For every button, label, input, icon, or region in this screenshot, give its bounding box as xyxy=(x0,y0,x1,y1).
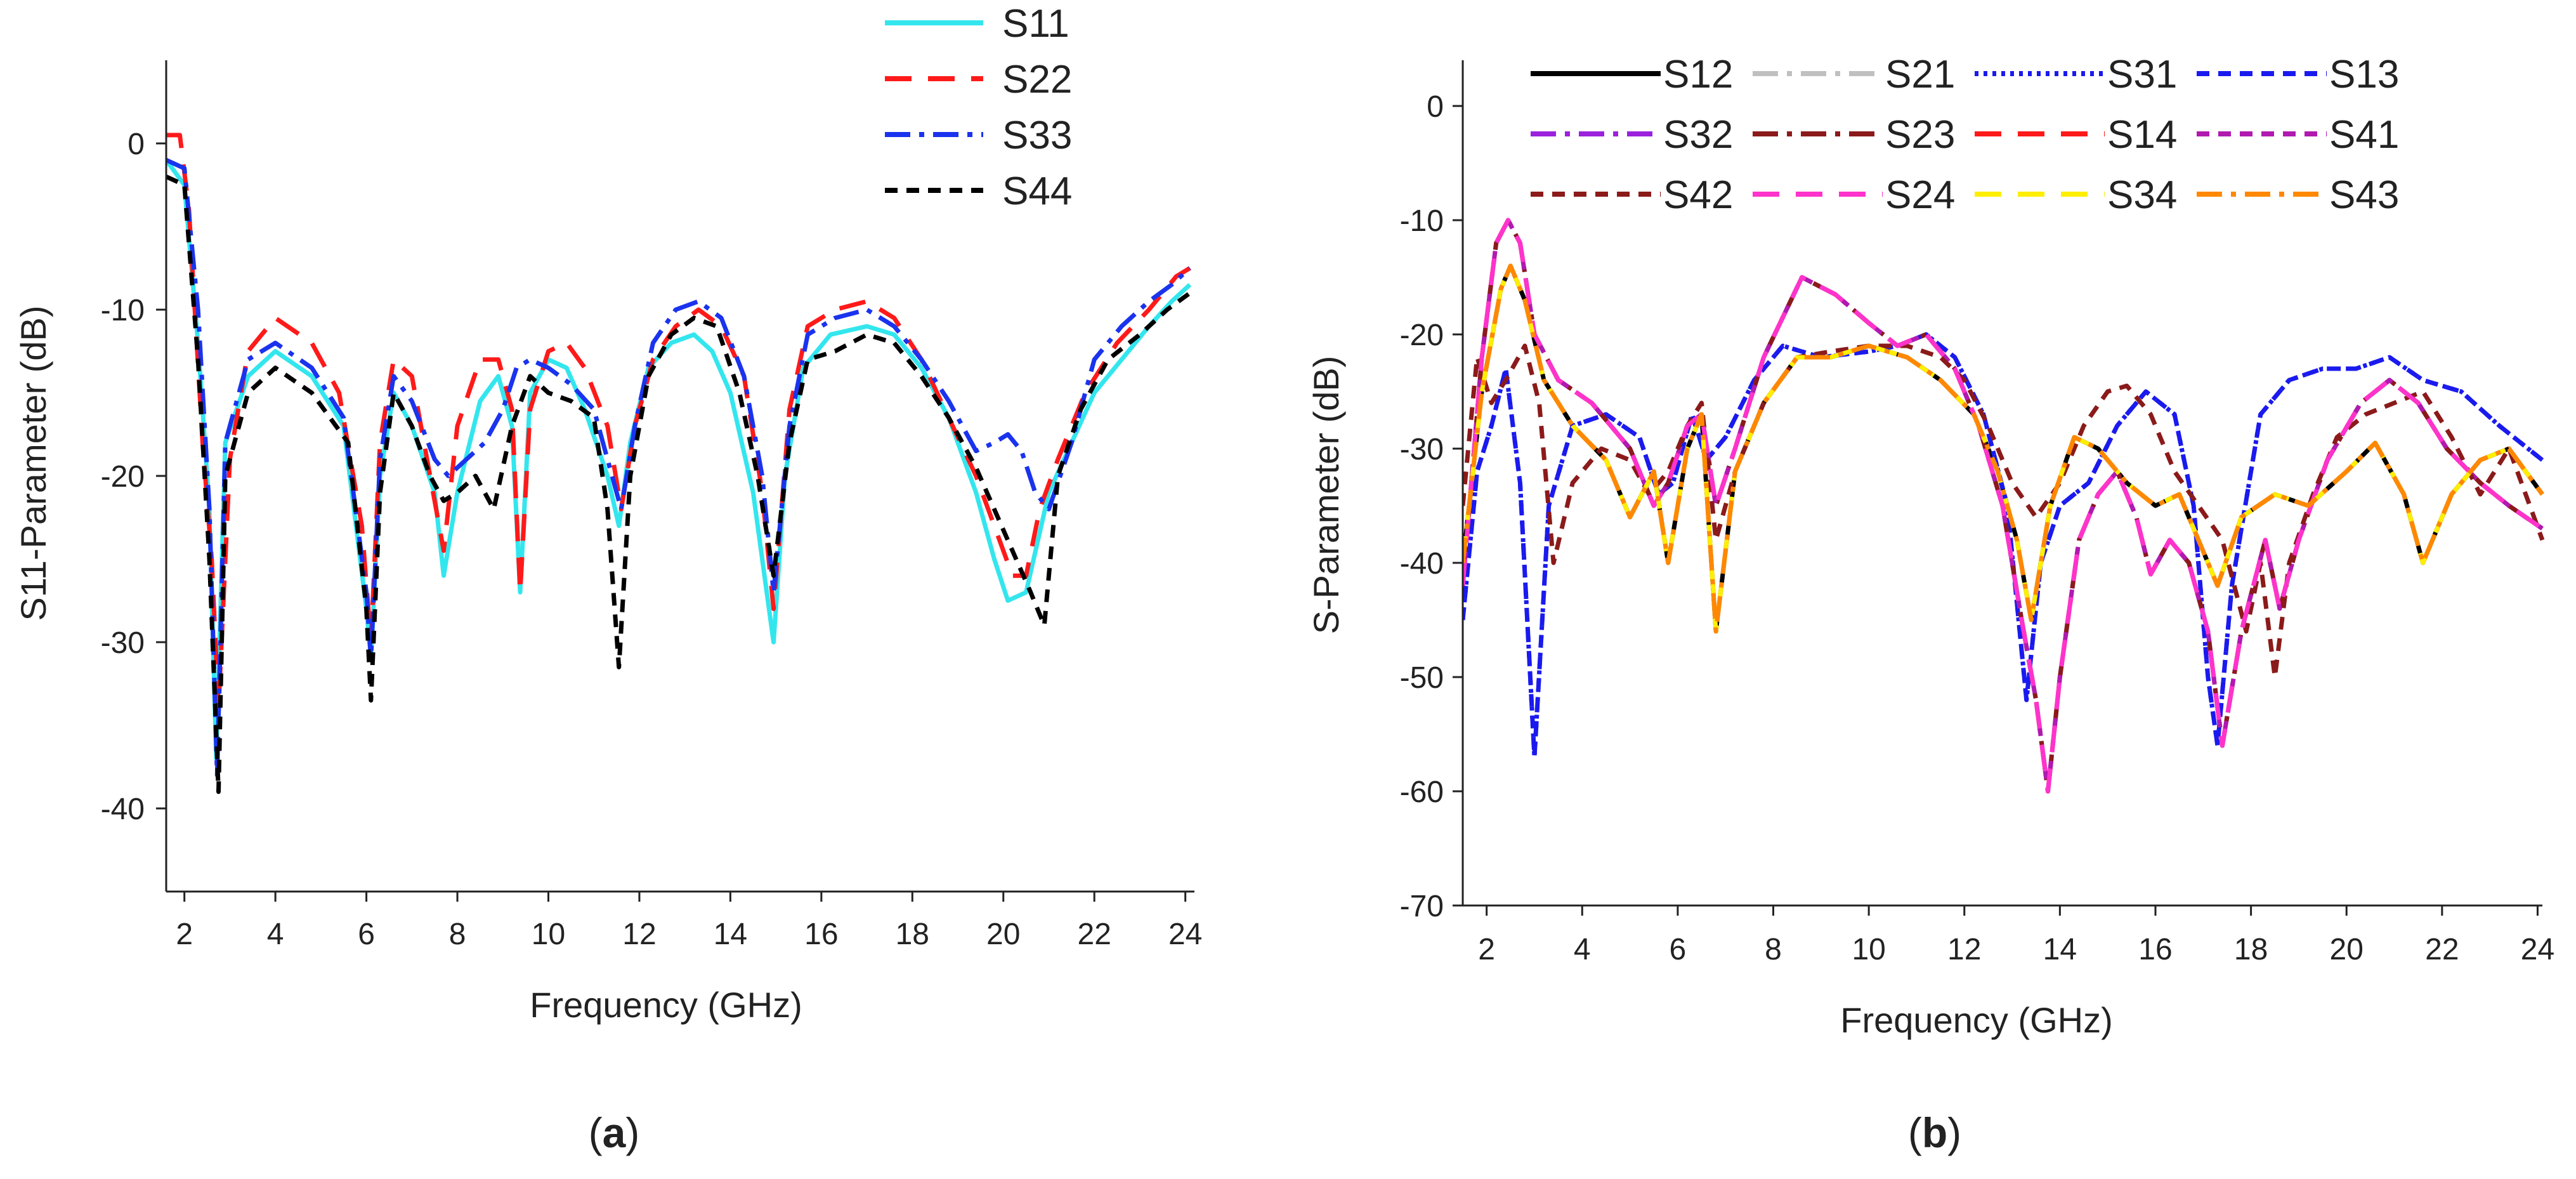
series-line-s42 xyxy=(1463,343,2545,680)
legend-label-s13: S13 xyxy=(2329,53,2399,96)
legend-label-s43: S43 xyxy=(2329,173,2399,217)
x-tick-label: 14 xyxy=(2043,933,2077,966)
y-tick-label: -70 xyxy=(1400,890,1444,923)
series-line-s44 xyxy=(166,175,1191,794)
legend-label-s34: S34 xyxy=(2107,173,2177,217)
legend-label-s24: S24 xyxy=(1885,173,1955,217)
x-tick-label: 24 xyxy=(1168,918,1202,951)
chart-a-xlabel: Frequency (GHz) xyxy=(530,985,802,1025)
x-tick-label: 2 xyxy=(1478,933,1495,966)
x-tick-label: 16 xyxy=(2138,933,2172,966)
x-tick-label: 20 xyxy=(2330,933,2364,966)
chart-b-xlabel: Frequency (GHz) xyxy=(1840,1000,2112,1040)
chart-a: 2 4 6 8 10 12 14 16 18 20 22 240-10-20-30-40 Freque… xyxy=(13,2,1202,1156)
chart-a-panel-close-paren: ) xyxy=(625,1109,639,1156)
series-line-s33 xyxy=(166,158,1192,778)
legend-label-s42: S42 xyxy=(1663,173,1733,217)
legend-label-s32: S32 xyxy=(1663,113,1733,157)
legend-label-s33: S33 xyxy=(1002,114,1072,157)
x-tick-label: 18 xyxy=(2234,933,2268,966)
chart-b-ylabel: S-Parameter (dB) xyxy=(1306,356,1346,635)
y-tick-label: 0 xyxy=(1427,90,1444,124)
x-tick-label: 18 xyxy=(896,918,929,951)
legend-label-s14: S14 xyxy=(2107,113,2177,157)
chart-b: 2 4 6 8 10 12 14 16 18 20 22 240-10-20-30-40-50-60-… xyxy=(1306,53,2554,1156)
chart-a-series xyxy=(166,133,1192,794)
x-tick-label: 6 xyxy=(1670,933,1687,966)
y-tick-label: -60 xyxy=(1400,775,1444,809)
chart-b-panel-letter: b xyxy=(1922,1109,1947,1156)
x-tick-label: 22 xyxy=(1078,918,1111,951)
y-tick-label: -40 xyxy=(101,793,145,826)
chart-a-panel-label: (a) xyxy=(589,1109,640,1156)
x-tick-label: 14 xyxy=(714,918,747,951)
x-tick-label: 20 xyxy=(986,918,1020,951)
chart-a-panel-letter: a xyxy=(603,1109,627,1156)
x-tick-label: 24 xyxy=(2521,933,2554,966)
chart-b-panel-label: (b) xyxy=(1908,1109,1961,1156)
x-tick-label: 10 xyxy=(1852,933,1885,966)
y-tick-label: -50 xyxy=(1400,661,1444,695)
x-tick-label: 4 xyxy=(267,918,284,951)
x-tick-label: 2 xyxy=(176,918,193,951)
x-tick-label: 12 xyxy=(622,918,656,951)
series-line-s43 xyxy=(1463,263,2544,634)
chart-b-panel-close-paren: ) xyxy=(1947,1109,1961,1156)
y-tick-label: -20 xyxy=(1400,319,1444,352)
legend-label-s22: S22 xyxy=(1002,58,1072,102)
x-tick-label: 8 xyxy=(1765,933,1782,966)
legend-label-s12: S12 xyxy=(1663,53,1733,96)
series-line-s31 xyxy=(1463,332,2544,760)
chart-a-ylabel: S11-Parameter (dB) xyxy=(13,306,53,621)
series-line-s13 xyxy=(1463,332,2544,760)
x-tick-label: 6 xyxy=(358,918,375,951)
x-tick-label: 22 xyxy=(2425,933,2459,966)
x-tick-label: 16 xyxy=(804,918,838,951)
x-tick-label: 8 xyxy=(449,918,466,951)
chart-a-panel-open-paren: ( xyxy=(589,1109,603,1156)
y-tick-label: -10 xyxy=(1400,204,1444,238)
y-tick-label: -40 xyxy=(1400,547,1444,581)
x-tick-label: 12 xyxy=(1947,933,1981,966)
chart-b-panel-open-paren: ( xyxy=(1908,1109,1922,1156)
legend-label-s23: S23 xyxy=(1885,113,1955,157)
y-tick-label: -20 xyxy=(101,460,145,494)
legend-label-s31: S31 xyxy=(2107,53,2177,96)
x-tick-label: 4 xyxy=(1574,933,1591,966)
chart-a-legend: S11 S22 S33 S44 xyxy=(885,2,1072,213)
chart-b-series xyxy=(1463,218,2545,794)
x-tick-label: 10 xyxy=(532,918,565,951)
y-tick-label: -30 xyxy=(101,626,145,660)
y-tick-label: -30 xyxy=(1400,433,1444,466)
y-tick-label: -10 xyxy=(101,294,145,327)
legend-label-s44: S44 xyxy=(1002,169,1072,213)
y-tick-label: 0 xyxy=(127,128,145,161)
legend-label-s41: S41 xyxy=(2329,113,2399,157)
legend-label-s21: S21 xyxy=(1885,53,1955,96)
legend-label-s11: S11 xyxy=(1002,2,1069,46)
series-line-s11 xyxy=(166,159,1192,761)
chart-b-legend: S12 S21 S31 S13 S32 S23 S14 S41 S42 S24 S34 S43 xyxy=(1531,53,2399,217)
series-line-s24 xyxy=(1463,218,2544,794)
series-line-s22 xyxy=(166,133,1191,711)
